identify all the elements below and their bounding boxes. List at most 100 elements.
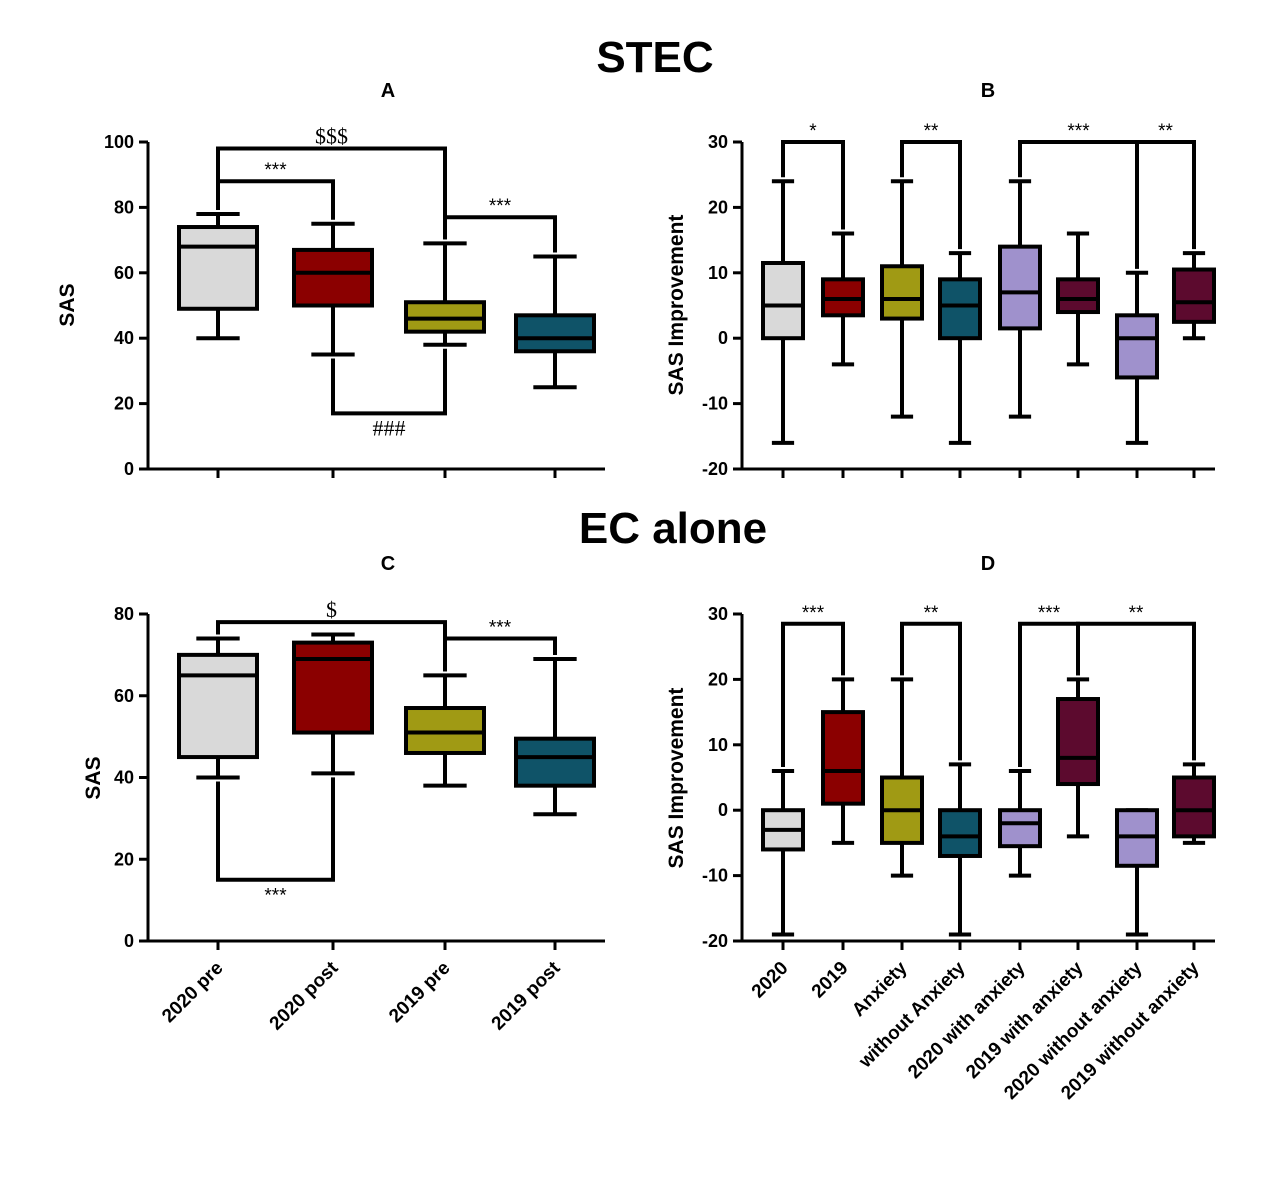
x-category-label: 2019 (808, 958, 853, 1003)
y-tick-label: 80 (114, 197, 134, 217)
box-b-8 (1172, 251, 1216, 341)
box-b-5 (998, 179, 1042, 419)
box-a-3 (404, 241, 486, 347)
bracket-line (216, 179, 335, 220)
box-c-1 (177, 636, 259, 780)
significance-label: * (809, 121, 817, 142)
box-d-8 (1172, 762, 1216, 845)
significance-label: $$$ (315, 124, 348, 149)
y-tick-label: -20 (702, 459, 728, 479)
box-b-7 (1115, 270, 1159, 445)
x-category-label: 2019 pre (385, 958, 454, 1027)
bracket-line (331, 348, 447, 416)
significance-label: ** (1129, 603, 1144, 624)
significance-label: *** (802, 603, 825, 624)
significance-bracket-d-1: *** (781, 603, 845, 767)
significance-label: ** (924, 603, 939, 624)
bracket-line (216, 777, 335, 882)
box-b-6 (1056, 231, 1100, 367)
bracket-line (900, 621, 962, 761)
significance-label: *** (264, 160, 287, 181)
x-category-label: 2020 (748, 958, 793, 1003)
significance-bracket-a-2: *** (216, 160, 335, 220)
box-d-7 (1115, 808, 1159, 937)
significance-bracket-d-4: ** (1076, 603, 1196, 761)
bracket-line (443, 215, 557, 253)
y-tick-label: 60 (114, 686, 134, 706)
panel-label-c: C (381, 553, 395, 575)
box-b-4 (938, 251, 982, 445)
box-body (1056, 697, 1100, 787)
box-body (998, 244, 1042, 331)
box-d-6 (1056, 677, 1100, 839)
panel-label-b: B (981, 80, 995, 102)
box-c-2 (292, 632, 374, 776)
box-d-4 (938, 762, 982, 937)
bracket-line (1076, 621, 1196, 761)
box-body (1115, 313, 1159, 380)
significance-bracket-a-4: ### (331, 348, 447, 440)
box-body (514, 313, 596, 354)
box-body (292, 640, 374, 735)
significance-bracket-d-2: ** (900, 603, 962, 761)
y-tick-label: 40 (114, 768, 134, 788)
significance-bracket-b-4: ** (1135, 121, 1196, 269)
y-tick-label: 40 (114, 328, 134, 348)
section-title-stec: STEC (596, 33, 713, 82)
box-a-4 (514, 254, 596, 390)
y-tick-label: 100 (104, 132, 134, 152)
bracket-line (781, 621, 845, 767)
box-b-2 (821, 231, 865, 367)
significance-label: $ (326, 597, 337, 622)
significance-bracket-a-3: *** (443, 196, 557, 253)
significance-label: *** (489, 618, 512, 639)
box-body (1172, 267, 1216, 324)
box-c-4 (514, 656, 596, 817)
significance-label: *** (1038, 603, 1061, 624)
y-tick-label: -10 (702, 394, 728, 414)
panel-a: A SAS 0 20 40 60 80 100 $$$ *** *** ### (56, 80, 605, 479)
y-tick-label: 20 (114, 394, 134, 414)
box-body (404, 706, 486, 755)
y-tick-label: 30 (708, 132, 728, 152)
y-tick-label: 10 (708, 263, 728, 283)
x-category-label: 2020 post (266, 957, 343, 1034)
bracket-line (1135, 140, 1196, 269)
box-d-1 (761, 768, 805, 937)
y-tick-label: 20 (708, 669, 728, 689)
y-axis-label-a: SAS (56, 283, 79, 326)
y-tick-label: 30 (708, 604, 728, 624)
panel-label-d: D (981, 553, 995, 575)
significance-label: *** (489, 196, 512, 217)
box-body (998, 808, 1042, 849)
box-body (821, 710, 865, 806)
y-tick-label: 20 (708, 197, 728, 217)
significance-label: ### (373, 415, 406, 440)
significance-bracket-b-1: * (781, 121, 845, 230)
y-tick-label: 0 (718, 328, 728, 348)
box-body (880, 264, 924, 321)
box-c-3 (404, 673, 486, 788)
x-category-label: 2020 pre (158, 958, 227, 1027)
box-body (938, 277, 982, 341)
y-tick-label: 20 (114, 849, 134, 869)
box-body (1172, 775, 1216, 839)
box-body (938, 808, 982, 858)
y-tick-label: 0 (124, 459, 134, 479)
significance-label: *** (264, 886, 287, 907)
bracket-line (781, 140, 845, 230)
section-title-ec-alone: EC alone (579, 504, 767, 553)
box-body (292, 247, 374, 308)
significance-label: ** (924, 121, 939, 142)
box-d-2 (821, 677, 865, 845)
x-category-label: 2019 post (488, 957, 565, 1034)
y-tick-label: 80 (114, 604, 134, 624)
box-a-2 (292, 221, 374, 357)
significance-label: ** (1158, 121, 1173, 142)
y-tick-label: 10 (708, 735, 728, 755)
y-axis-label-c: SAS (82, 756, 105, 799)
box-d-3 (880, 677, 924, 878)
panel-c: C SAS 0 20 40 60 80 $ *** *** 2020 pre 2020 post 201… (82, 553, 605, 1035)
x-category-label: without Anxiety (854, 957, 969, 1072)
